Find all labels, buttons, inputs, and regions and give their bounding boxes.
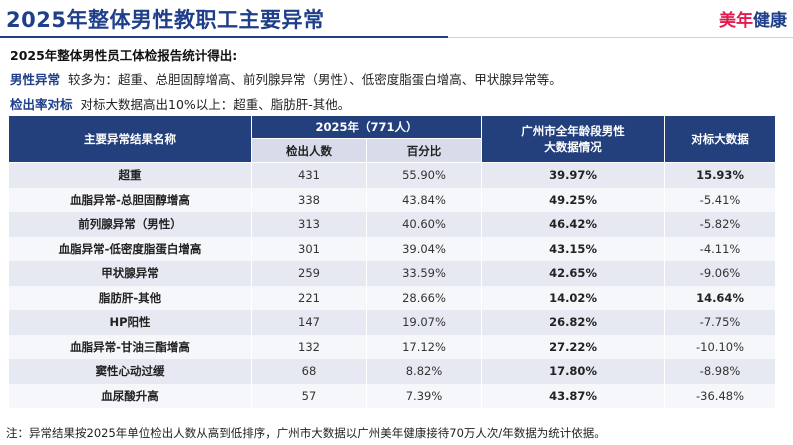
cell-compare: -5.41%	[664, 187, 777, 212]
table-row: 超重 431 55.90% 39.97% 15.93%	[8, 162, 777, 188]
brand-part2: 健康	[753, 11, 787, 31]
header-count: 检出人数	[251, 138, 367, 163]
cell-city-bigdata: 42.65%	[481, 261, 666, 286]
cell-city-bigdata: 17.80%	[481, 359, 666, 384]
cell-city-bigdata: 39.97%	[481, 162, 666, 188]
table-row: 前列腺异常（男性） 313 40.60% 46.42% -5.82%	[8, 212, 777, 237]
cell-compare: -9.06%	[664, 261, 777, 286]
cell-name: 超重	[8, 162, 252, 188]
header-city-line2: 大数据情况	[544, 140, 602, 154]
table-row: 血脂异常-甘油三酯增高 132 17.12% 27.22% -10.10%	[8, 334, 777, 359]
cell-compare: -7.75%	[664, 310, 777, 335]
cell-count: 301	[251, 236, 367, 261]
cell-name: 窦性心动过缓	[8, 359, 252, 384]
cell-percent: 7.39%	[365, 383, 483, 408]
header-percent: 百分比	[365, 138, 483, 163]
cell-count: 431	[251, 162, 367, 188]
cell-percent: 33.59%	[365, 261, 483, 286]
cell-compare: -36.48%	[664, 383, 777, 408]
cell-compare: -10.10%	[664, 334, 777, 359]
table-row: 血尿酸升高 57 7.39% 43.87% -36.48%	[8, 383, 777, 408]
abnormality-table: 主要异常结果名称 2025年（771人） 广州市全年龄段男性 大数据情况 对标大数…	[8, 115, 777, 408]
cell-count: 68	[251, 359, 367, 384]
header-city-bigdata: 广州市全年龄段男性 大数据情况	[481, 115, 666, 163]
cell-city-bigdata: 27.22%	[481, 334, 666, 359]
cell-name: 甲状腺异常	[8, 261, 252, 286]
cell-percent: 43.84%	[365, 187, 483, 212]
table-row: 脂肪肝-其他 221 28.66% 14.02% 14.64%	[8, 285, 777, 310]
table-row: 甲状腺异常 259 33.59% 42.65% -9.06%	[8, 261, 777, 286]
summary-line-benchmark: 检出率对标 对标大数据高出10%以上：超重、脂肪肝-其他。	[10, 94, 350, 113]
table-body: 超重 431 55.90% 39.97% 15.93% 血脂异常-总胆固醇增高 338 43.…	[8, 162, 777, 408]
cell-percent: 17.12%	[365, 334, 483, 359]
summary-line1-text: 较多为：超重、总胆固醇增高、前列腺异常（男性）、低密度脂蛋白增高、甲状腺异常等。	[68, 72, 562, 87]
cell-count: 259	[251, 261, 367, 286]
page-title: 2025年整体男性教职工主要异常	[6, 8, 325, 32]
cell-percent: 28.66%	[365, 285, 483, 310]
summary-line-male-abnormal: 男性异常 较多为：超重、总胆固醇增高、前列腺异常（男性）、低密度脂蛋白增高、甲状腺…	[10, 69, 562, 88]
header-name: 主要异常结果名称	[8, 115, 252, 163]
cell-name: 血脂异常-甘油三酯增高	[8, 334, 252, 359]
cell-compare: -5.82%	[664, 212, 777, 237]
brand-logo: 美年健康	[719, 6, 787, 31]
cell-percent: 55.90%	[365, 162, 483, 188]
summary-line2-text: 对标大数据高出10%以上：超重、脂肪肝-其他。	[80, 97, 351, 112]
cell-count: 338	[251, 187, 367, 212]
summary-line2-label: 检出率对标	[10, 97, 73, 112]
cell-percent: 8.82%	[365, 359, 483, 384]
cell-count: 57	[251, 383, 367, 408]
table-row: 窦性心动过缓 68 8.82% 17.80% -8.98%	[8, 359, 777, 384]
cell-name: 脂肪肝-其他	[8, 285, 252, 310]
cell-city-bigdata: 43.15%	[481, 236, 666, 261]
header-compare: 对标大数据	[664, 115, 777, 163]
title-divider-thin	[448, 37, 793, 38]
cell-city-bigdata: 49.25%	[481, 187, 666, 212]
cell-name: 血尿酸升高	[8, 383, 252, 408]
title-divider	[0, 36, 448, 38]
summary-heading: 2025年整体男性员工体检报告统计得出:	[10, 48, 238, 63]
summary-line1-label: 男性异常	[10, 72, 61, 87]
cell-compare: 15.93%	[664, 162, 777, 188]
cell-city-bigdata: 46.42%	[481, 212, 666, 237]
footnote: 注：异常结果按2025年单位检出人数从高到低排序，广州市大数据以广州美年健康接待…	[6, 426, 606, 440]
cell-compare: 14.64%	[664, 285, 777, 310]
header-group-2025: 2025年（771人）	[250, 115, 483, 139]
cell-name: HP阳性	[8, 310, 252, 335]
cell-city-bigdata: 26.82%	[481, 310, 666, 335]
cell-percent: 19.07%	[365, 310, 483, 335]
table-row: 血脂异常-总胆固醇增高 338 43.84% 49.25% -5.41%	[8, 187, 777, 212]
cell-city-bigdata: 43.87%	[481, 383, 666, 408]
cell-percent: 40.60%	[365, 212, 483, 237]
brand-part1: 美年	[719, 11, 753, 31]
cell-name: 前列腺异常（男性）	[8, 212, 252, 237]
cell-percent: 39.04%	[365, 236, 483, 261]
cell-count: 313	[251, 212, 367, 237]
cell-count: 147	[251, 310, 367, 335]
cell-city-bigdata: 14.02%	[481, 285, 666, 310]
cell-count: 132	[251, 334, 367, 359]
header-city-line1: 广州市全年龄段男性	[521, 124, 625, 138]
table-row: HP阳性 147 19.07% 26.82% -7.75%	[8, 310, 777, 335]
cell-name: 血脂异常-总胆固醇增高	[8, 187, 252, 212]
cell-compare: -8.98%	[664, 359, 777, 384]
cell-count: 221	[251, 285, 367, 310]
cell-name: 血脂异常-低密度脂蛋白增高	[8, 236, 252, 261]
table-row: 血脂异常-低密度脂蛋白增高 301 39.04% 43.15% -4.11%	[8, 236, 777, 261]
cell-compare: -4.11%	[664, 236, 777, 261]
